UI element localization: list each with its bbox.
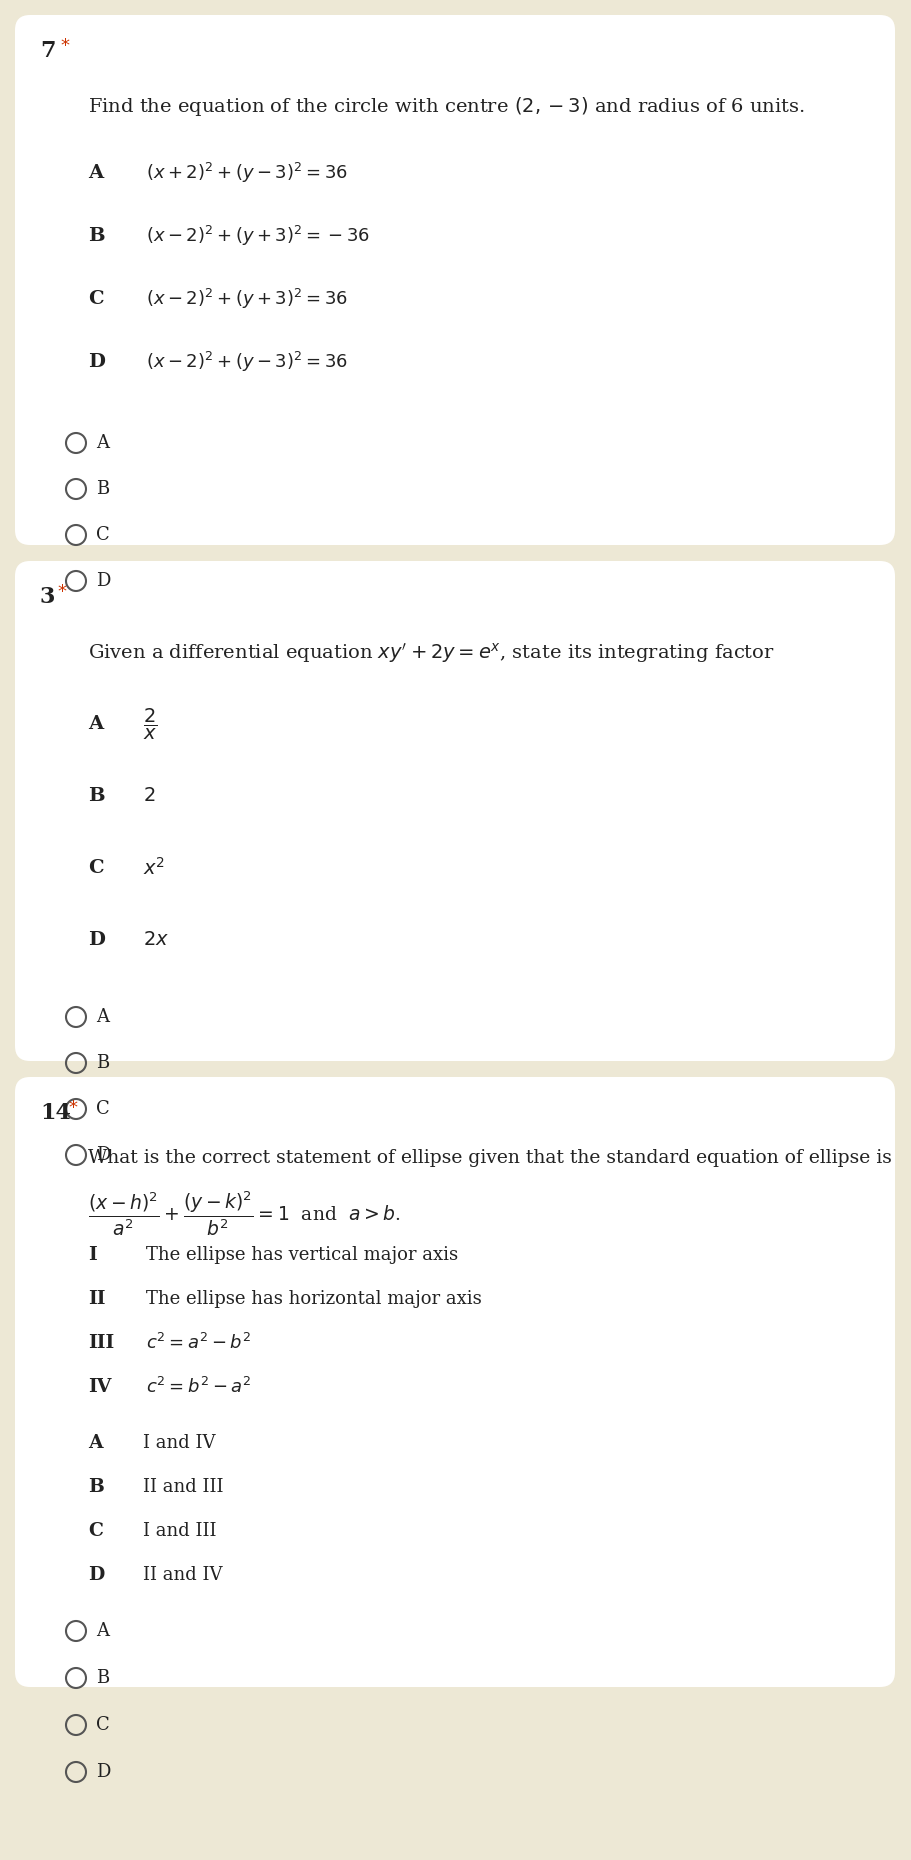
Text: C: C — [87, 1521, 103, 1540]
FancyBboxPatch shape — [15, 1077, 894, 1687]
Text: $x^2$: $x^2$ — [143, 857, 165, 880]
Text: *: * — [68, 1099, 77, 1118]
Text: A: A — [87, 714, 103, 733]
Text: A: A — [87, 1434, 102, 1453]
Text: B: B — [87, 227, 105, 246]
Text: A: A — [87, 164, 103, 182]
Text: A: A — [96, 1008, 109, 1027]
Text: *: * — [60, 37, 69, 56]
FancyBboxPatch shape — [15, 15, 894, 545]
Text: II and IV: II and IV — [143, 1566, 222, 1585]
Text: D: D — [87, 932, 105, 949]
Text: $c^2=b^2-a^2$: $c^2=b^2-a^2$ — [146, 1376, 251, 1397]
Text: I and IV: I and IV — [143, 1434, 215, 1453]
Text: C: C — [96, 1099, 109, 1118]
Text: B: B — [87, 787, 105, 805]
Text: C: C — [87, 859, 104, 878]
Text: III: III — [87, 1334, 114, 1352]
Text: $(x+2)^2+(y-3)^2=36$: $(x+2)^2+(y-3)^2=36$ — [146, 162, 347, 184]
Text: A: A — [96, 433, 109, 452]
Text: 3: 3 — [40, 586, 56, 608]
Text: B: B — [96, 1668, 109, 1687]
Text: D: D — [96, 1763, 110, 1782]
Text: 7: 7 — [40, 41, 56, 61]
Text: $(x-2)^2+(y-3)^2=36$: $(x-2)^2+(y-3)^2=36$ — [146, 350, 347, 374]
Text: $c^2=a^2-b^2$: $c^2=a^2-b^2$ — [146, 1334, 251, 1352]
FancyBboxPatch shape — [15, 562, 894, 1060]
Text: The ellipse has horizontal major axis: The ellipse has horizontal major axis — [146, 1291, 481, 1308]
Text: $\dfrac{(x-h)^2}{a^2}+\dfrac{(y-k)^2}{b^2}=1$  and  $a>b$.: $\dfrac{(x-h)^2}{a^2}+\dfrac{(y-k)^2}{b^… — [87, 1189, 400, 1239]
Text: B: B — [96, 1055, 109, 1071]
Text: B: B — [96, 480, 109, 498]
Text: D: D — [87, 1566, 104, 1585]
Text: C: C — [96, 1717, 109, 1734]
Text: $\dfrac{2}{x}$: $\dfrac{2}{x}$ — [143, 707, 158, 742]
Text: D: D — [96, 1146, 110, 1164]
Text: $2x$: $2x$ — [143, 932, 169, 949]
Text: II: II — [87, 1291, 106, 1308]
Text: C: C — [96, 526, 109, 543]
Text: D: D — [87, 353, 105, 370]
Text: A: A — [96, 1622, 109, 1641]
Text: $(x-2)^2+(y+3)^2=-36$: $(x-2)^2+(y+3)^2=-36$ — [146, 223, 370, 247]
Text: $2$: $2$ — [143, 787, 155, 805]
Text: I: I — [87, 1246, 97, 1265]
Text: *: * — [56, 582, 66, 601]
Text: D: D — [96, 573, 110, 590]
Text: Given a differential equation $xy'+2y=e^x$, state its integrating factor: Given a differential equation $xy'+2y=e^… — [87, 642, 774, 666]
Text: I and III: I and III — [143, 1521, 216, 1540]
Text: B: B — [87, 1479, 104, 1495]
Text: The ellipse has vertical major axis: The ellipse has vertical major axis — [146, 1246, 457, 1265]
Text: 14: 14 — [40, 1101, 71, 1123]
Text: $(x-2)^2+(y+3)^2=36$: $(x-2)^2+(y+3)^2=36$ — [146, 286, 347, 311]
Text: II and III: II and III — [143, 1479, 223, 1495]
Text: What is the correct statement of ellipse given that the standard equation of ell: What is the correct statement of ellipse… — [87, 1149, 891, 1166]
Text: IV: IV — [87, 1378, 111, 1397]
Text: Find the equation of the circle with centre $(2,-3)$ and radius of 6 units.: Find the equation of the circle with cen… — [87, 95, 804, 117]
Text: C: C — [87, 290, 104, 309]
